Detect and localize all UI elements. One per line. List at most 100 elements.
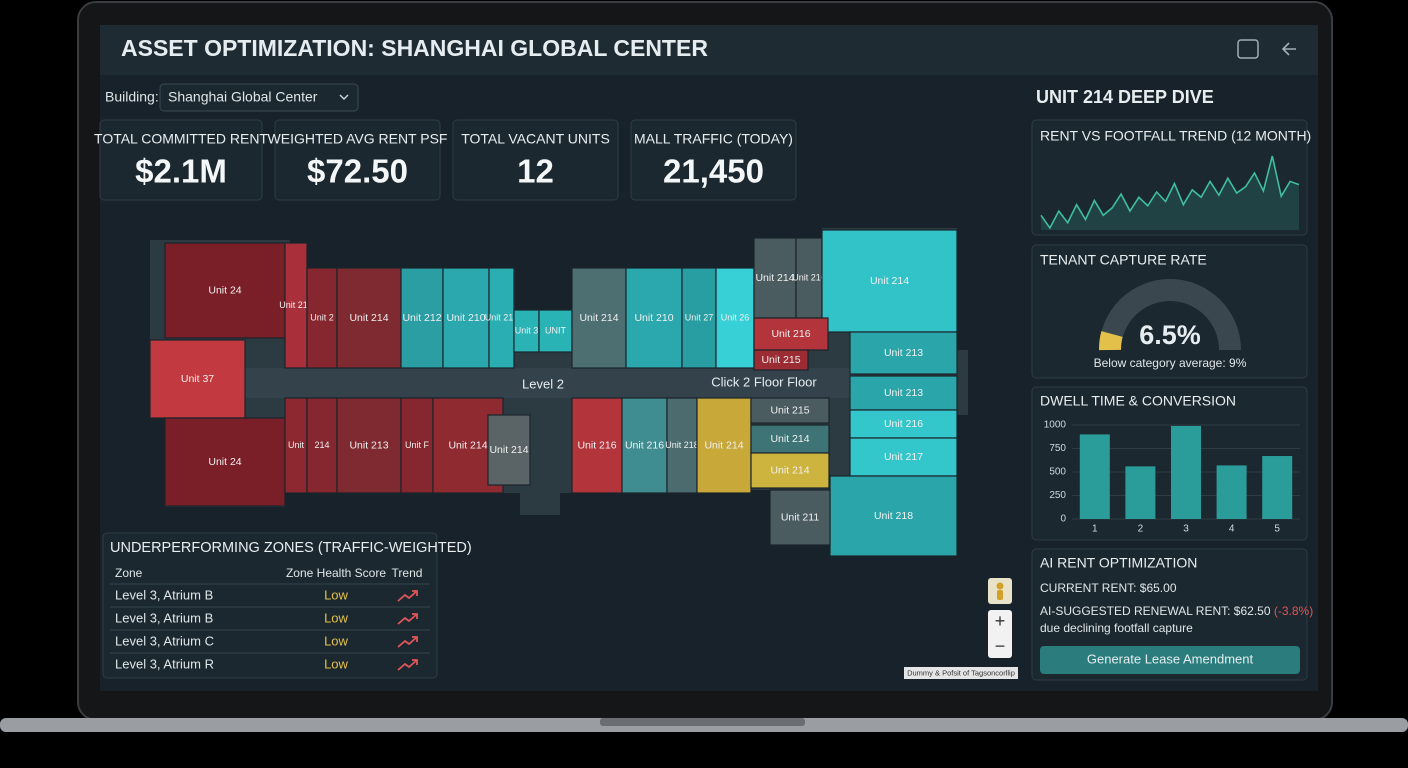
zoom-control xyxy=(988,610,1012,658)
trend-icon xyxy=(397,613,418,625)
y-tick-label: 750 xyxy=(1049,443,1066,454)
unit-block[interactable] xyxy=(681,267,717,369)
zoom-out[interactable]: − xyxy=(995,636,1006,656)
unit-label: Unit 216 xyxy=(577,439,616,451)
table-header: Trend xyxy=(392,566,423,580)
kpi-label: TOTAL COMMITTED RENT xyxy=(94,131,268,147)
corridor xyxy=(245,368,855,398)
building-select-value: Shanghai Global Center xyxy=(168,89,318,105)
pegman-head xyxy=(996,582,1004,590)
unit-label: Unit 214 xyxy=(349,312,388,324)
unit-block[interactable] xyxy=(750,452,830,489)
unit-label: Unit 216 xyxy=(792,272,826,282)
back-icon[interactable] xyxy=(1281,42,1296,56)
unit-block[interactable] xyxy=(750,424,830,454)
unit-block[interactable] xyxy=(625,267,683,369)
health-score: Low xyxy=(324,656,348,671)
unit-block[interactable] xyxy=(753,317,829,351)
unit-block[interactable] xyxy=(442,267,490,369)
unit-label: Unit 211 xyxy=(781,511,819,523)
unit-block[interactable] xyxy=(849,437,958,477)
suggested-rent-line: AI-SUGGESTED RENEWAL RENT: $62.50 (-3.8%… xyxy=(1040,604,1313,618)
unit-block[interactable] xyxy=(821,229,958,333)
trend-chart xyxy=(1040,155,1300,230)
kpi-card xyxy=(274,119,441,201)
unit-label: Unit 216 xyxy=(771,328,810,340)
laptop-notch xyxy=(600,718,805,726)
unit-label: Unit 214 xyxy=(579,312,618,324)
unit-label: Unit 214 xyxy=(489,444,528,456)
ai-title: AI RENT OPTIMIZATION xyxy=(1040,555,1197,571)
zones-panel xyxy=(102,532,438,679)
kpi-label: MALL TRAFFIC (TODAY) xyxy=(634,131,793,147)
unit-block[interactable] xyxy=(753,237,797,319)
unit-block[interactable] xyxy=(849,331,958,375)
unit-label: Unit 3 xyxy=(515,325,539,335)
floor-plan: Unit 24 Unit 219 Unit 2 Unit 214 Unit 212 Uni… xyxy=(149,228,968,557)
unit-block[interactable] xyxy=(769,489,831,546)
unit-label: Unit 27 xyxy=(685,312,714,322)
building-label: Building: xyxy=(105,89,159,105)
bar xyxy=(1262,456,1293,519)
unit-block[interactable] xyxy=(621,397,668,494)
unit-block[interactable] xyxy=(795,237,823,319)
rent-change: (-3.8%) xyxy=(1274,604,1313,618)
kpi-card xyxy=(630,119,797,201)
unit-label: UNIT xyxy=(545,325,566,335)
page-title: ASSET OPTIMIZATION: SHANGHAI GLOBAL CENT… xyxy=(121,35,708,61)
dwell-chart: 0 250 500 750 1000 1 2 3 4 5 xyxy=(1044,420,1300,535)
y-tick-label: 250 xyxy=(1049,490,1066,501)
unit-label: Unit 216 xyxy=(625,439,664,451)
unit-label: Unit 213 xyxy=(884,347,923,359)
capture-note: Below category average: 9% xyxy=(1094,356,1247,370)
generate-button[interactable] xyxy=(1040,646,1300,674)
unit-label: Unit F xyxy=(405,440,430,450)
kpi-value: $72.50 xyxy=(307,153,408,190)
top-bar xyxy=(100,25,1318,75)
trend-icon xyxy=(397,590,418,602)
unit-block[interactable] xyxy=(336,267,402,369)
unit-block[interactable] xyxy=(750,397,830,424)
zone-name: Level 3, Atrium R xyxy=(115,656,214,671)
health-score: Low xyxy=(324,633,348,648)
unit-label: Unit 214 xyxy=(448,439,487,451)
y-tick-label: 1000 xyxy=(1044,420,1067,431)
unit-block[interactable] xyxy=(164,242,286,339)
unit-label: Unit 215 xyxy=(761,354,800,366)
unit-block[interactable] xyxy=(164,417,286,507)
trend-icon xyxy=(397,659,418,671)
kpi-value: 21,450 xyxy=(663,153,764,190)
x-tick-label: 4 xyxy=(1229,524,1235,535)
unit-label: 214 xyxy=(314,440,329,450)
unit-block[interactable] xyxy=(849,409,958,439)
map-attribution: Dummy & Pofsit of Tagsoncorllip xyxy=(907,668,1015,677)
trend-icon xyxy=(397,636,418,648)
unit-label: Unit 216 xyxy=(884,418,923,430)
building-select[interactable] xyxy=(159,83,359,112)
bar xyxy=(1216,465,1247,519)
trend-panel xyxy=(1031,119,1308,236)
unit-block[interactable] xyxy=(571,397,623,494)
unit-block[interactable] xyxy=(306,267,338,369)
unit-label: Unit 218 xyxy=(874,510,913,522)
unit-label: Unit 214 xyxy=(485,312,519,322)
unit-block[interactable] xyxy=(829,475,958,557)
zoom-in[interactable]: + xyxy=(995,611,1006,631)
unit-block[interactable] xyxy=(487,414,531,486)
unit-label: Unit 218 xyxy=(665,440,699,450)
unit-label: Unit xyxy=(288,440,305,450)
generate-button-label: Generate Lease Amendment xyxy=(1087,651,1254,666)
unit-block[interactable] xyxy=(753,349,809,371)
export-icon[interactable] xyxy=(1237,39,1259,59)
select-caret xyxy=(339,94,349,100)
unit-block[interactable] xyxy=(849,375,958,411)
unit-label: Unit 213 xyxy=(349,439,388,451)
unit-label: Unit 217 xyxy=(884,451,923,463)
unit-label: Unit 212 xyxy=(402,312,441,324)
unit-block[interactable] xyxy=(400,397,434,494)
kpi-card xyxy=(99,119,263,201)
bar xyxy=(1125,466,1156,519)
x-tick-label: 3 xyxy=(1183,524,1189,535)
